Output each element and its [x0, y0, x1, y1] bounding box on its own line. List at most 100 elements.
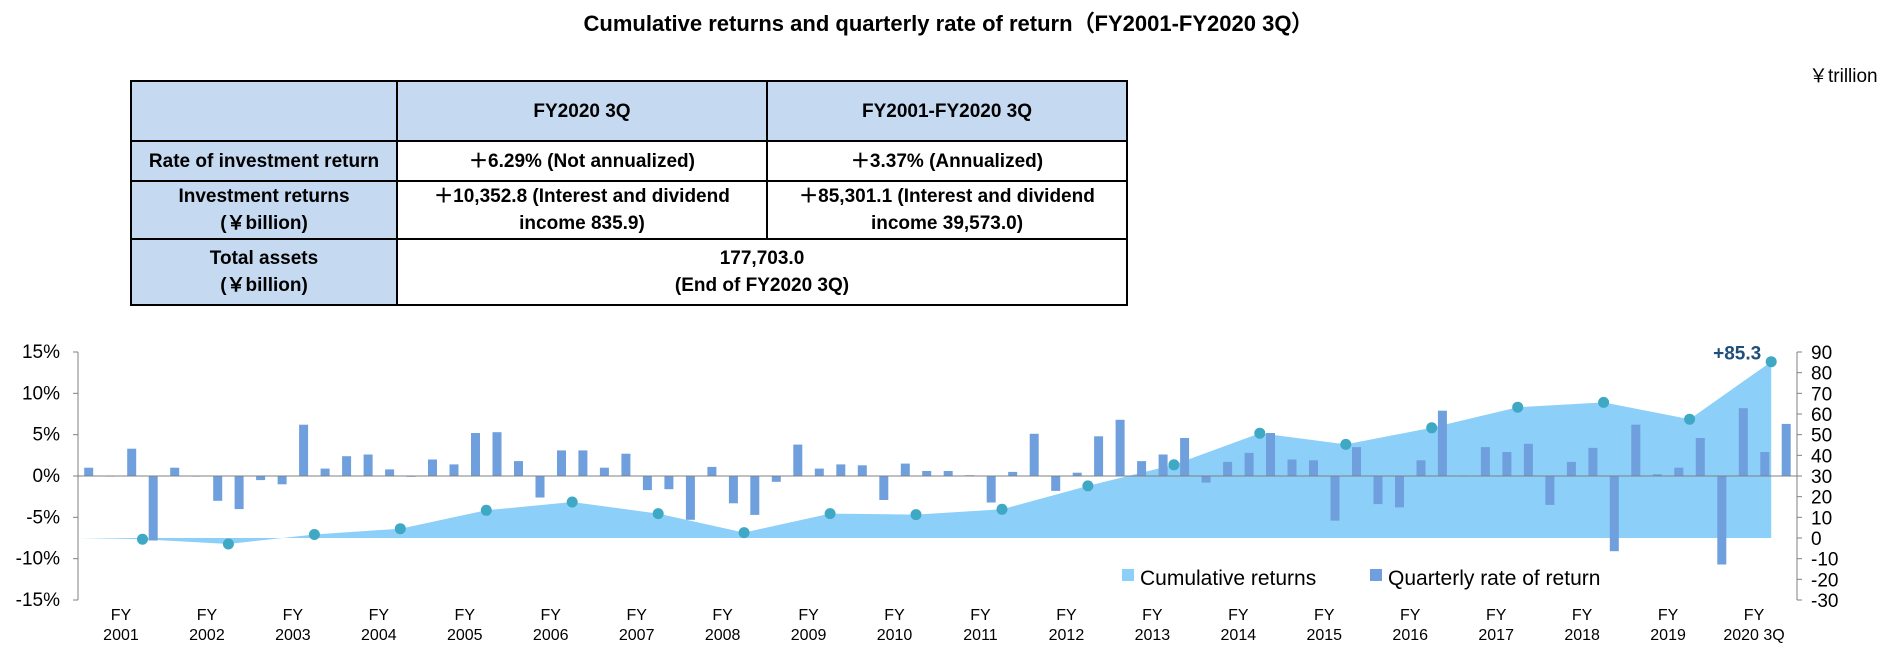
quarterly-bar [1523, 443, 1533, 476]
markers-layer: +85.3 [137, 344, 1777, 550]
cumulative-marker [996, 503, 1008, 515]
quarterly-bar [1029, 433, 1039, 476]
right-tick-label: 0 [1811, 529, 1822, 550]
col2-header: FY2001-FY2020 3Q [766, 80, 1128, 142]
left-tick-label: -5% [26, 507, 60, 528]
quarterly-bar [900, 463, 910, 476]
chart-title: Cumulative returns and quarterly rate of… [583, 11, 1314, 36]
x-tick-label: FY 2003 [275, 607, 311, 644]
right-tick-label: 30 [1811, 467, 1832, 488]
quarterly-bar [170, 467, 180, 476]
quarterly-bar [1631, 424, 1641, 476]
x-tick-label: FY 2017 [1478, 607, 1514, 644]
row1-label: Rate of investment return [130, 140, 398, 182]
right-tick-label: -20 [1811, 570, 1838, 591]
x-tick-label: FY 2009 [791, 607, 827, 644]
quarterly-bar [449, 464, 459, 476]
row1-col2: ＋3.37% (Annualized) [766, 140, 1128, 182]
quarterly-bar [127, 448, 137, 476]
quarterly-bar [84, 467, 94, 476]
quarterly-bar [1480, 447, 1490, 476]
quarterly-bar [1330, 476, 1340, 521]
cumulative-marker [1684, 413, 1696, 425]
quarterly-bar [1717, 476, 1727, 565]
cumulative-marker [1765, 356, 1777, 368]
quarterly-bar [1180, 438, 1190, 476]
quarterly-bar [1051, 476, 1061, 491]
quarterly-bar [1738, 408, 1748, 476]
x-tick-label: FY 2004 [361, 607, 397, 644]
x-tick-label: FY 2012 [1049, 607, 1085, 644]
x-tick-label: FY 2015 [1306, 607, 1342, 644]
quarterly-bar [1352, 447, 1361, 476]
quarterly-bar [277, 476, 287, 485]
left-tick-label: -15% [16, 590, 60, 611]
quarterly-bar [1158, 454, 1168, 476]
table-row: Total assets (￥billion) 177,703.0 (End o… [130, 238, 1128, 306]
quarterly-bar [1373, 476, 1383, 505]
cumulative-marker [1254, 427, 1266, 439]
quarterly-bar [1437, 410, 1447, 476]
quarterly-bar [1588, 447, 1598, 476]
quarterly-bar [535, 476, 545, 498]
quarterly-bar [1395, 476, 1404, 508]
table-row: Rate of investment return ＋6.29% (Not an… [130, 140, 1128, 182]
quarterly-bar [428, 459, 437, 476]
quarterly-bar [1652, 474, 1662, 476]
x-tick-label: FY 2001 [103, 607, 139, 644]
area-layer [78, 361, 1772, 544]
x-tick-label: FY 2018 [1564, 607, 1600, 644]
quarterly-bar [943, 471, 953, 476]
row2-col2: ＋85,301.1 (Interest and dividend income … [766, 180, 1128, 240]
quarterly-bar [1760, 452, 1770, 476]
right-tick-label: 20 [1811, 488, 1832, 509]
quarterly-bar [857, 465, 867, 476]
x-tick-label: FY 2020 3Q [1723, 607, 1784, 644]
left-tick-label: -10% [16, 549, 60, 570]
quarterly-bar [1008, 471, 1018, 476]
quarterly-bar [234, 476, 244, 510]
legend-swatch-bars [1370, 569, 1382, 581]
x-tick-label: FY 2013 [1135, 607, 1171, 644]
quarterly-bar [642, 476, 652, 491]
legend-swatch-area [1122, 569, 1134, 581]
cumulative-marker [1168, 459, 1180, 471]
quarterly-bar [685, 476, 695, 520]
x-tick-label: FY 2005 [447, 607, 483, 644]
quarterly-bar [879, 476, 889, 500]
cumulative-marker [910, 509, 922, 521]
quarterly-bar [1609, 476, 1619, 552]
quarterly-bar [664, 476, 674, 490]
x-tick-label: FY 2014 [1221, 607, 1257, 644]
cumulative-marker [1512, 401, 1524, 413]
row3-value: 177,703.0 (End of FY2020 3Q) [396, 238, 1128, 306]
left-tick-label: 5% [33, 425, 61, 446]
quarterly-bar [299, 424, 309, 476]
bars-layer [84, 408, 1791, 565]
left-tick-label: 10% [22, 383, 60, 404]
quarterly-bar [1309, 460, 1318, 476]
cumulative-marker [1598, 396, 1610, 408]
axes-layer: 15% 10% 5% 0% -5% -10% -15% 9080706050403020100… [16, 66, 1878, 644]
table-header-row: FY2020 3Q FY2001-FY2020 3Q [130, 80, 1128, 142]
left-tick-label: 15% [22, 342, 60, 363]
quarterly-bar [1566, 461, 1576, 476]
x-tick-label: FY 2010 [877, 607, 913, 644]
quarterly-bar [814, 468, 824, 476]
left-tick-label: 0% [33, 466, 61, 487]
right-tick-label: -30 [1811, 591, 1838, 612]
cumulative-marker [824, 508, 836, 520]
legend-label-bars: Quarterly rate of return [1388, 567, 1600, 590]
right-tick-label: -10 [1811, 550, 1838, 571]
quarterly-bar [1223, 461, 1233, 476]
cumulative-marker [222, 538, 234, 550]
cumulative-annotation: +85.3 [1713, 344, 1761, 365]
quarterly-bar [1416, 460, 1426, 476]
cumulative-marker [566, 496, 578, 508]
right-tick-label: 60 [1811, 405, 1832, 426]
cumulative-marker [137, 533, 148, 545]
right-tick-label: 50 [1811, 426, 1832, 447]
quarterly-bar [1781, 423, 1791, 476]
x-tick-label: FY 2008 [705, 607, 741, 644]
right-tick-label: 80 [1811, 364, 1832, 385]
